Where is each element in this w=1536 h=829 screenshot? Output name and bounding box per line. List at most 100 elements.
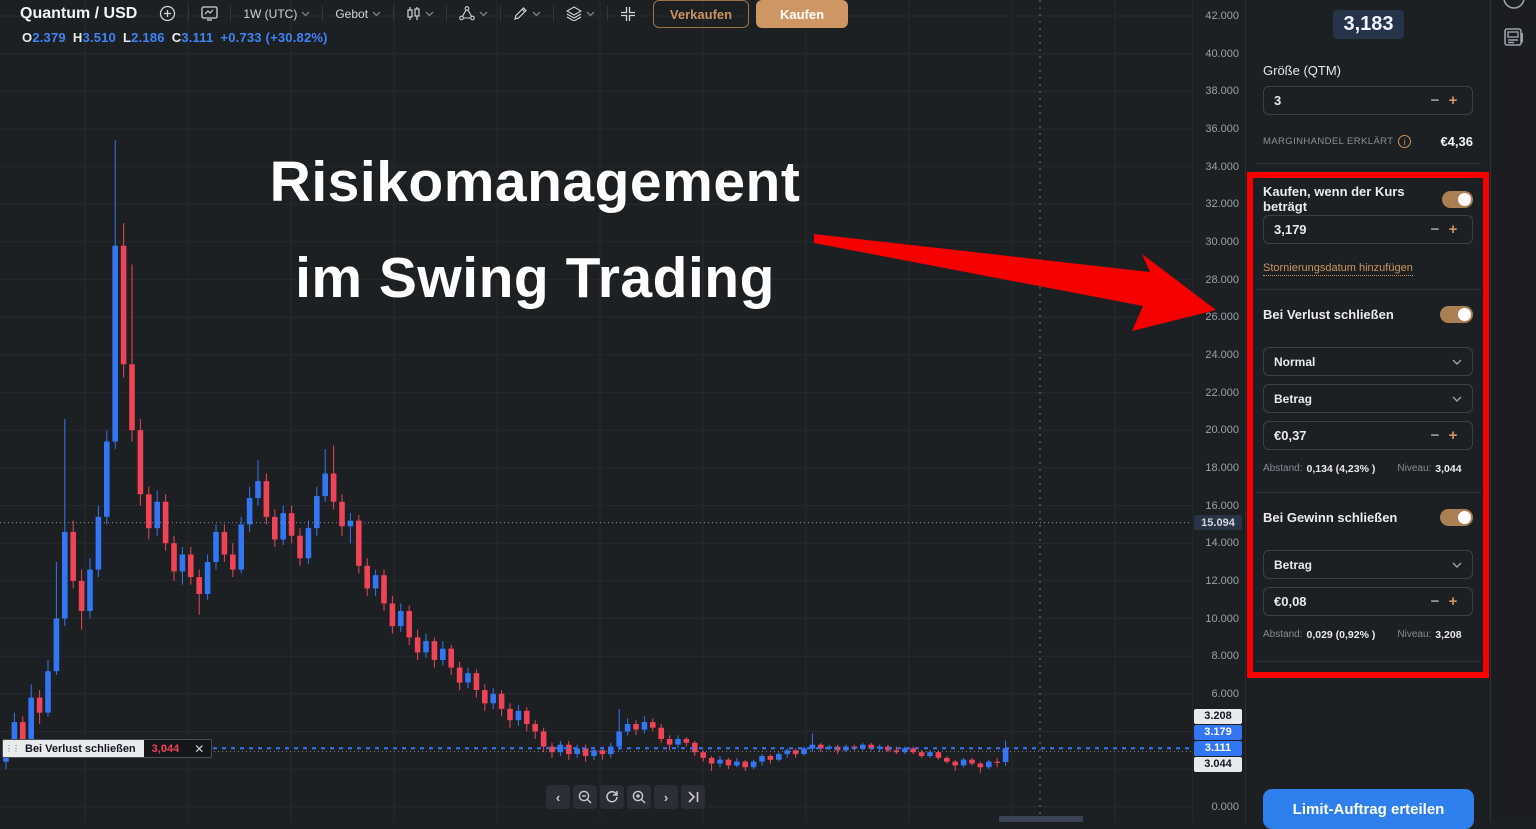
candle-style-dropdown[interactable]: [400, 3, 440, 24]
size-decrement-button[interactable]: −: [1430, 92, 1440, 109]
interval-dropdown[interactable]: 1W (UTC): [237, 4, 316, 24]
stop-loss-toggle[interactable]: [1440, 306, 1473, 323]
symbol-name[interactable]: Quantum / USD: [20, 4, 138, 22]
price-tick: 18.000: [1205, 461, 1239, 474]
zoom-out-button[interactable]: [573, 785, 597, 809]
quote-type-dropdown[interactable]: Gebot: [329, 4, 387, 24]
right-sidebar: [1490, 0, 1536, 822]
close-icon[interactable]: ✕: [187, 740, 212, 757]
interval-label: 1W (UTC): [243, 6, 298, 21]
limit-price-input[interactable]: 3,179 − +: [1263, 215, 1473, 244]
open-label: O: [22, 30, 33, 45]
take-profit-toggle[interactable]: [1440, 509, 1473, 526]
price-tick: 12.000: [1205, 574, 1239, 587]
profit-amount-increment[interactable]: +: [1448, 593, 1458, 610]
profit-amount-input[interactable]: €0,08 − +: [1263, 587, 1473, 616]
reset-view-button[interactable]: [600, 785, 624, 809]
price-tick: 36.000: [1205, 122, 1239, 135]
add-cancellation-date-link[interactable]: Stornierungsdatum hinzufügen: [1263, 262, 1413, 276]
candlestick-chart[interactable]: [0, 0, 1192, 822]
limit-price-decrement[interactable]: −: [1430, 221, 1440, 238]
stop-amount-input[interactable]: €0,37 − +: [1263, 421, 1473, 450]
low-label: L: [123, 30, 132, 45]
buy-button[interactable]: Kaufen: [756, 0, 848, 28]
chevron-down-icon: [301, 11, 310, 16]
profit-type-select[interactable]: Betrag: [1263, 550, 1473, 579]
draw-tool-dropdown[interactable]: [507, 3, 547, 24]
toolbar-separator: [188, 6, 190, 21]
toolbar-separator: [322, 6, 324, 21]
divider: [1256, 492, 1481, 493]
stop-amount-increment[interactable]: +: [1448, 427, 1458, 444]
size-input[interactable]: 3 − +: [1263, 86, 1473, 115]
toolbar-separator: [393, 6, 395, 21]
close-label: C: [171, 30, 182, 45]
chart-nav-bar: ‹ ›: [546, 785, 705, 809]
chevron-left-button[interactable]: ‹: [546, 785, 570, 809]
go-to-end-icon: [687, 791, 698, 803]
toggle-knob: [1458, 308, 1471, 321]
level-label: Niveau:: [1397, 463, 1432, 474]
chevron-down-icon: [425, 11, 434, 16]
limit-toggle[interactable]: [1441, 190, 1473, 208]
size-increment-button[interactable]: +: [1448, 92, 1458, 109]
chevron-down-icon: [586, 11, 595, 16]
chevron-right-button[interactable]: ›: [654, 785, 678, 809]
time-axis-highlight: [999, 816, 1083, 822]
price-tag-15.094: 15.094: [1194, 515, 1242, 531]
price-axis[interactable]: 42.000 40.000 38.000 36.000 34.000 32.000 30.0…: [1192, 0, 1245, 822]
layout-button[interactable]: [614, 3, 642, 25]
stop-tag-value: 3,044: [143, 740, 188, 757]
price-tag-3.179: 3.179: [1194, 724, 1242, 740]
profile-icon[interactable]: [1502, 0, 1526, 15]
ohlc-legend: O2.379 H3.510 L2.186 C3.111 +0.733 (+30.82%): [22, 30, 335, 45]
close-value: 3.111: [181, 30, 214, 45]
stop-mode-select[interactable]: Normal: [1263, 347, 1473, 376]
level-value: 3,208: [1435, 629, 1462, 641]
chart-snapshot-button[interactable]: [195, 3, 224, 24]
level-label: Niveau:: [1397, 629, 1432, 640]
price-tick: 32.000: [1205, 198, 1239, 211]
stop-amount-decrement[interactable]: −: [1430, 427, 1440, 444]
change-value: +0.733 (+30.82%): [220, 30, 328, 45]
indicators-dropdown[interactable]: [453, 3, 494, 24]
stop-type-select[interactable]: Betrag: [1263, 384, 1473, 413]
chevron-down-icon: [532, 11, 541, 16]
toolbar-separator: [500, 6, 502, 21]
price-tick: 20.000: [1205, 424, 1239, 437]
profit-amount-decrement[interactable]: −: [1430, 593, 1440, 610]
stop-loss-chart-tag[interactable]: ⋮⋮ Bei Verlust schließen 3,044 ✕: [2, 739, 213, 758]
zoom-in-button[interactable]: [627, 785, 651, 809]
limit-price-increment[interactable]: +: [1448, 221, 1458, 238]
compare-add-button[interactable]: [153, 2, 182, 25]
stop-type-value: Betrag: [1274, 391, 1313, 406]
chart-region[interactable]: Quantum / USD 1W (UTC) Gebot: [0, 0, 1192, 822]
pencil-icon: [514, 7, 527, 20]
profit-type-value: Betrag: [1274, 557, 1313, 572]
news-icon[interactable]: [1502, 25, 1527, 55]
drag-handle-icon[interactable]: ⋮⋮: [3, 740, 21, 757]
submit-limit-order-button[interactable]: Limit-Auftrag erteilen: [1263, 789, 1474, 829]
zoom-out-icon: [578, 790, 592, 804]
stop-tag-label: Bei Verlust schließen: [21, 740, 144, 757]
price-tick: 8.000: [1211, 650, 1239, 663]
distance-value: 0,134 (4,23% ): [1306, 463, 1376, 475]
sell-button[interactable]: Verkaufen: [653, 0, 749, 28]
price-tick: 16.000: [1205, 499, 1239, 512]
layers-dropdown[interactable]: [560, 3, 601, 24]
price-tick: 28.000: [1205, 273, 1239, 286]
info-icon[interactable]: i: [1398, 135, 1412, 148]
plus-circle-icon: [160, 5, 176, 22]
go-to-end-button[interactable]: [681, 785, 705, 809]
multichart-layout-icon: [621, 6, 636, 21]
price-tick: 0.000: [1211, 800, 1239, 813]
price-tick: 14.000: [1205, 537, 1239, 550]
toggle-knob: [1458, 192, 1471, 206]
toolbar-separator: [607, 6, 609, 21]
chevron-down-icon: [372, 11, 381, 16]
divider: [1256, 163, 1481, 164]
open-value: 2.379: [32, 30, 66, 45]
distance-label: Abstand:: [1263, 463, 1303, 474]
price-tick: 24.000: [1205, 348, 1239, 361]
margin-value: €4,36: [1440, 134, 1473, 149]
